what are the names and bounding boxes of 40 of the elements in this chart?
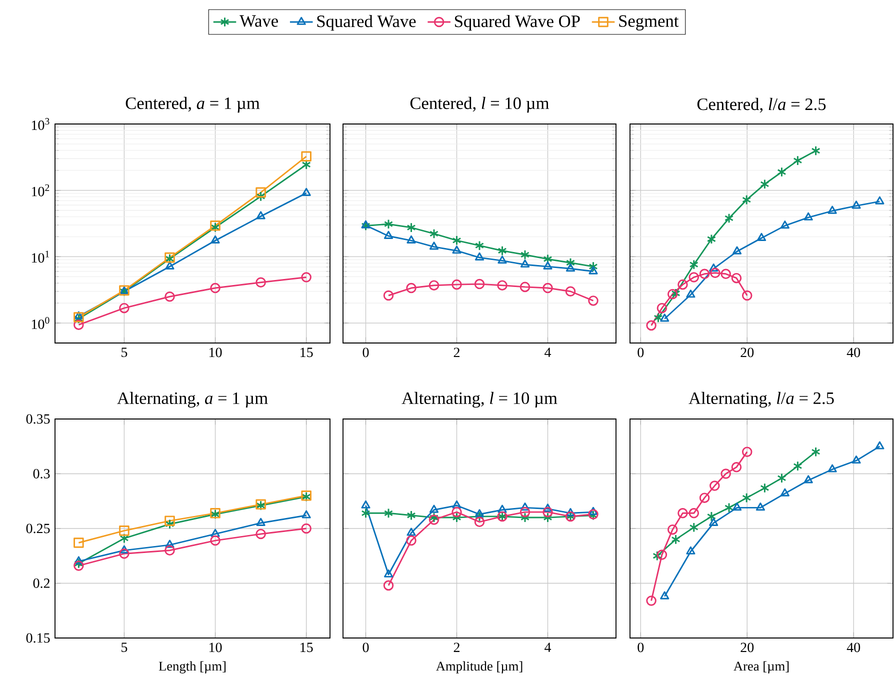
chart-title: Alternating, l = 10 µm bbox=[402, 392, 558, 408]
x-tick-label: 5 bbox=[122, 348, 128, 358]
chart-title: Alternating, a = 1 µm bbox=[117, 392, 268, 408]
chart-title: Centered, l/a = 2.5 bbox=[697, 98, 826, 113]
x-axis-title: Amplitude [µm] bbox=[436, 661, 522, 674]
legend-label: Squared Wave bbox=[317, 14, 416, 31]
x-tick-label: 2 bbox=[454, 348, 460, 357]
x-tick-label: 5 bbox=[122, 642, 128, 652]
chart-title: Centered, a = 1 µm bbox=[126, 96, 260, 113]
x-tick-label: 20 bbox=[740, 348, 754, 358]
x-tick-label: 2 bbox=[454, 642, 460, 652]
x-tick-label: 10 bbox=[210, 348, 222, 358]
legend-label: Segment bbox=[619, 15, 679, 30]
x-tick-label: 4 bbox=[544, 642, 552, 652]
x-tick-label: 0 bbox=[638, 642, 644, 652]
x-tick-label: 4 bbox=[544, 348, 552, 357]
y-tick-label: 10$^{3}$ bbox=[32, 118, 50, 130]
x-tick-label: 40 bbox=[846, 642, 860, 652]
chart-title: Centered, l = 10 µm bbox=[410, 96, 550, 113]
y-tick-label: 10$^{0}$ bbox=[32, 317, 50, 330]
y-tick-label: 0.25 bbox=[26, 524, 50, 534]
legend-label: Squared Wave OP bbox=[454, 14, 580, 31]
y-tick-label: 0.15 bbox=[26, 633, 50, 643]
legend-label: Wave bbox=[240, 15, 278, 27]
y-tick-label: 10$^{1}$ bbox=[32, 250, 50, 263]
x-axis-title: Length [µm] bbox=[158, 661, 226, 674]
x-tick-label: 0 bbox=[362, 348, 369, 358]
y-tick-label: 0.2 bbox=[33, 578, 50, 588]
x-tick-label: 40 bbox=[846, 348, 860, 358]
y-tick-label: 10$^{2}$ bbox=[32, 184, 50, 196]
chart-title: Alternating, l/a = 2.5 bbox=[688, 392, 834, 408]
y-tick-label: 0.3 bbox=[33, 469, 50, 478]
x-tick-label: 10 bbox=[210, 642, 222, 652]
x-tick-label: 20 bbox=[740, 642, 754, 652]
x-tick-label: 0 bbox=[638, 348, 644, 358]
x-tick-label: 15 bbox=[300, 348, 313, 358]
y-tick-label: 0.35 bbox=[26, 414, 50, 424]
x-axis-title: Area [µm] bbox=[734, 661, 789, 674]
x-tick-label: 15 bbox=[300, 642, 313, 652]
x-tick-label: 0 bbox=[362, 642, 369, 652]
